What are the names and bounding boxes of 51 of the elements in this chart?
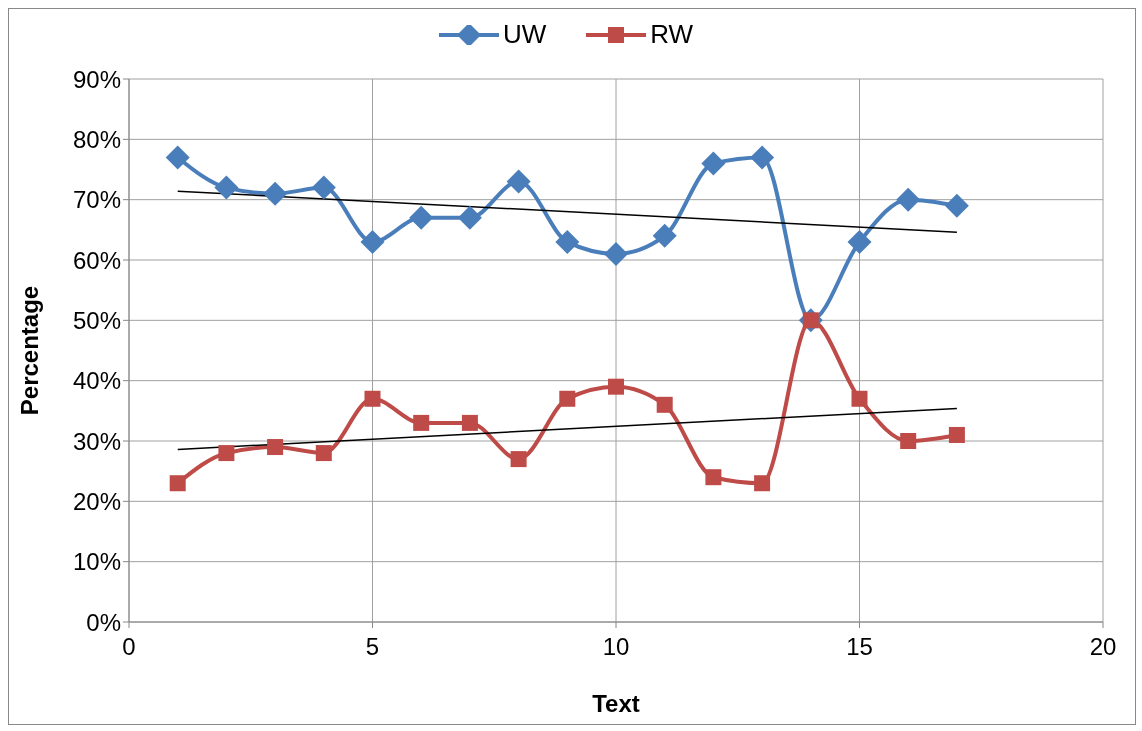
- point: [413, 414, 430, 431]
- point: [652, 223, 677, 248]
- point: [311, 175, 336, 200]
- x-tick-label: 10: [602, 633, 630, 661]
- point: [559, 390, 576, 407]
- x-tick-label: 0: [122, 633, 136, 661]
- point: [506, 169, 531, 194]
- point: [218, 445, 235, 462]
- x-tick-label: 15: [846, 633, 873, 661]
- point: [263, 181, 288, 206]
- point: [608, 378, 624, 395]
- y-tick-label: 0%: [86, 608, 121, 636]
- point: [364, 390, 381, 407]
- y-tick-label: 90%: [72, 65, 121, 93]
- x-tick-label: 5: [365, 633, 380, 661]
- y-tick-label: 60%: [72, 246, 121, 274]
- y-tick-label: 80%: [72, 125, 121, 153]
- y-tick-label: 40%: [72, 367, 121, 395]
- point: [847, 229, 872, 254]
- point: [604, 241, 628, 266]
- point: [754, 475, 771, 492]
- point: [701, 151, 726, 176]
- point: [656, 396, 673, 413]
- point: [169, 475, 186, 492]
- point: [461, 414, 478, 431]
- point: [165, 145, 190, 170]
- point: [510, 451, 527, 468]
- point: [944, 193, 969, 218]
- y-tick-label: 70%: [72, 186, 121, 214]
- legend-label: RW: [649, 19, 694, 50]
- point: [315, 445, 332, 462]
- point: [555, 229, 580, 254]
- point: [900, 433, 917, 449]
- point: [214, 175, 239, 200]
- x-tick-label: 20: [1089, 633, 1117, 661]
- point: [705, 469, 722, 486]
- y-tick-label: 20%: [72, 487, 121, 515]
- point: [750, 145, 775, 170]
- x-axis-title: Text: [592, 690, 640, 717]
- y-axis-title: Percentage: [15, 285, 43, 416]
- point: [360, 229, 385, 254]
- point: [851, 390, 868, 407]
- y-tick-label: 50%: [72, 306, 121, 334]
- point: [948, 426, 965, 443]
- y-tick-label: 30%: [72, 427, 121, 455]
- point: [409, 205, 434, 230]
- point: [896, 187, 921, 212]
- y-tick-label: 10%: [72, 548, 121, 576]
- point: [457, 205, 482, 230]
- point: [267, 439, 284, 456]
- legend-label: UW: [501, 19, 547, 50]
